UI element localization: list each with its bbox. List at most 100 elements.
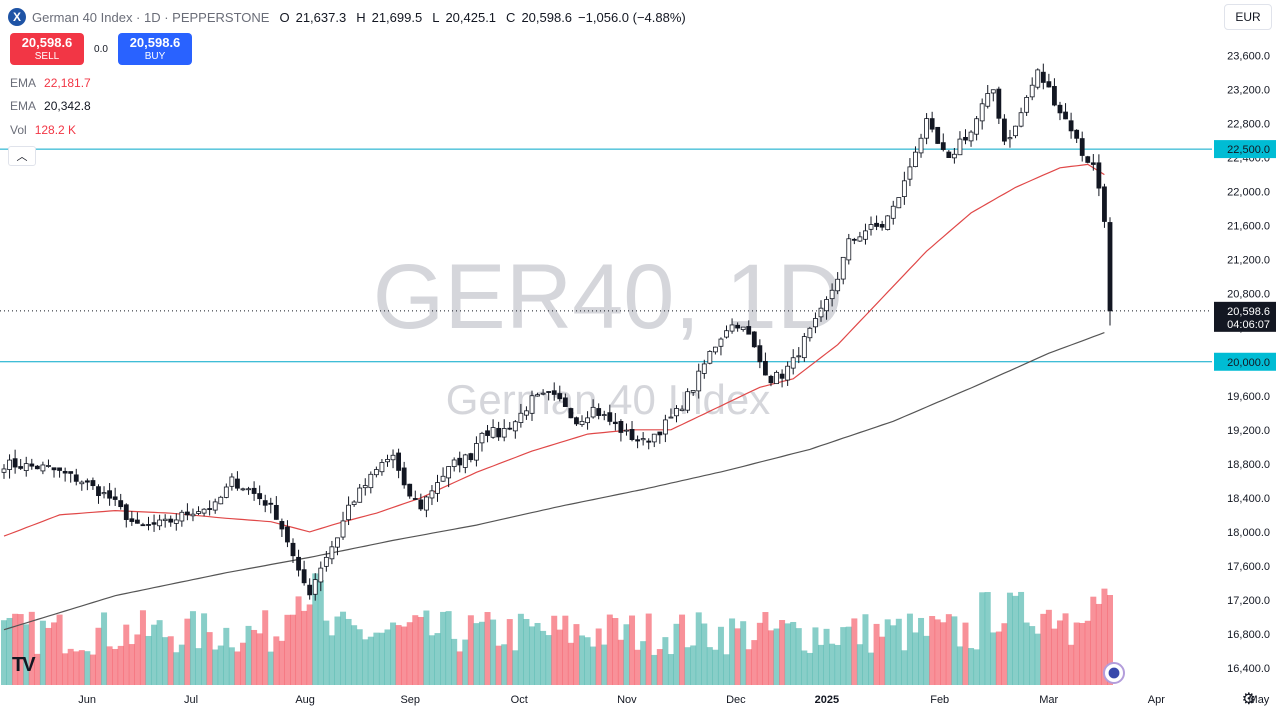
candle-body bbox=[290, 542, 296, 557]
volume-bar bbox=[968, 648, 975, 685]
indicator-ema-slow[interactable]: EMA 20,342.8 bbox=[10, 99, 91, 113]
candle-body bbox=[190, 513, 196, 517]
candle-body bbox=[774, 371, 779, 385]
volume-bar bbox=[56, 614, 63, 685]
volume-bar bbox=[912, 632, 919, 685]
candle-body bbox=[235, 478, 240, 489]
collapse-legend-button[interactable]: ︿ bbox=[8, 146, 36, 166]
candle-body bbox=[557, 393, 563, 400]
volume-bar bbox=[890, 625, 897, 685]
candle-body bbox=[279, 521, 285, 530]
y-tick-label: 17,600.0 bbox=[1227, 561, 1270, 573]
candle-body bbox=[79, 481, 85, 485]
candle-body bbox=[34, 465, 40, 470]
x-tick-label: 2025 bbox=[815, 694, 839, 706]
volume-bar bbox=[134, 634, 141, 685]
x-tick-label: Nov bbox=[617, 694, 637, 706]
volume-bar bbox=[945, 614, 952, 685]
volume-bar bbox=[1023, 622, 1030, 685]
candle-body bbox=[185, 511, 190, 516]
price-axis: 23,600.023,200.022,800.022,400.022,000.0… bbox=[1214, 51, 1276, 675]
volume-bar bbox=[645, 613, 652, 685]
candle-body bbox=[735, 324, 741, 329]
sell-label: SELL bbox=[34, 50, 60, 62]
volume-bar bbox=[1, 620, 7, 685]
volume-bar bbox=[995, 631, 1002, 685]
candle-body bbox=[657, 431, 663, 436]
last-price-label: 20,598.6 bbox=[1227, 306, 1270, 318]
volume-bar bbox=[829, 643, 836, 685]
candle-body bbox=[1002, 118, 1007, 142]
globe-icon[interactable] bbox=[1103, 662, 1125, 684]
y-tick-label: 18,800.0 bbox=[1227, 459, 1270, 471]
volume-bar bbox=[762, 612, 769, 685]
candle-body bbox=[223, 486, 229, 498]
candle-body bbox=[390, 454, 396, 461]
volume-bar bbox=[667, 654, 674, 685]
candle-body bbox=[996, 88, 1002, 119]
candle-body bbox=[396, 452, 402, 471]
volume-bar bbox=[1001, 623, 1008, 685]
volume-bar bbox=[39, 620, 46, 685]
sell-button[interactable]: 20,598.6 SELL bbox=[10, 33, 84, 65]
volume-bar bbox=[178, 644, 185, 685]
buy-button[interactable]: 20,598.6 BUY bbox=[118, 33, 192, 65]
candle-body bbox=[340, 520, 346, 538]
candle-body bbox=[568, 408, 574, 419]
time-axis: Jun Jul Aug Sep Oct Nov Dec 2025 Feb Mar Apr May bbox=[78, 694, 1270, 706]
candle-body bbox=[1013, 125, 1018, 137]
candle-body bbox=[1046, 81, 1052, 88]
candle-body bbox=[924, 118, 929, 139]
candle-body bbox=[674, 408, 679, 417]
candle-body bbox=[612, 421, 618, 425]
volume-bar bbox=[390, 622, 397, 685]
candle-body bbox=[385, 459, 390, 463]
candle-body bbox=[651, 433, 657, 443]
volume-bar bbox=[173, 652, 180, 685]
candle-body bbox=[362, 485, 368, 489]
candle-body bbox=[813, 318, 818, 328]
volume-bar bbox=[406, 622, 413, 685]
candle-body bbox=[779, 373, 785, 379]
x-tick-label: Aug bbox=[295, 694, 315, 706]
symbol-title[interactable]: German 40 Index · 1D · PEPPERSTONE bbox=[32, 9, 270, 25]
candle-body bbox=[979, 103, 985, 122]
volume-bar bbox=[801, 650, 808, 685]
candle-body bbox=[123, 504, 129, 520]
countdown-label: 04:06:07 bbox=[1227, 319, 1270, 331]
high-value: 21,699.5 bbox=[371, 9, 423, 25]
candle-body bbox=[273, 504, 279, 520]
volume-bar bbox=[767, 630, 774, 685]
volume-bar bbox=[478, 621, 485, 685]
volume-bar bbox=[467, 615, 474, 685]
indicator-value: 20,342.8 bbox=[44, 99, 91, 113]
candle-body bbox=[501, 428, 507, 438]
close-circle-icon[interactable]: X bbox=[8, 8, 26, 26]
candle-body bbox=[751, 331, 757, 348]
volume-bar bbox=[562, 615, 569, 685]
candle-body bbox=[229, 476, 235, 487]
volume-bar bbox=[6, 617, 13, 685]
x-tick-label: Oct bbox=[511, 694, 528, 706]
candle-body bbox=[129, 518, 135, 522]
volume-bar bbox=[334, 616, 341, 685]
currency-button[interactable]: EUR bbox=[1224, 4, 1272, 30]
volume-bar bbox=[356, 629, 363, 685]
candle-body bbox=[479, 432, 485, 444]
volume-bar bbox=[679, 614, 686, 685]
candle-body bbox=[207, 508, 213, 510]
indicator-ema-fast[interactable]: EMA 22,181.7 bbox=[10, 76, 91, 90]
close-value: 20,598.6 bbox=[521, 9, 573, 25]
settings-icon[interactable]: ⚙ bbox=[1241, 691, 1256, 708]
candle-body bbox=[574, 417, 579, 425]
indicator-volume[interactable]: Vol 128.2 K bbox=[10, 123, 76, 137]
volume-bar bbox=[201, 613, 208, 685]
volume-bar bbox=[239, 642, 246, 685]
volume-bar bbox=[790, 621, 797, 685]
candle-body bbox=[640, 438, 646, 441]
volume-bar bbox=[695, 612, 702, 685]
volume-bar bbox=[601, 644, 608, 685]
open-value: 21,637.3 bbox=[295, 9, 347, 25]
tradingview-logo[interactable]: TV bbox=[12, 654, 36, 676]
